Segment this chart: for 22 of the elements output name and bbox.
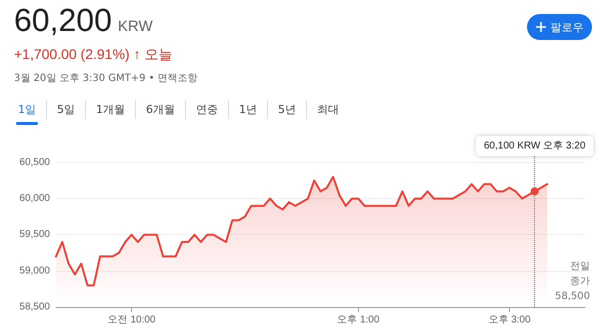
text: 1개월 [86, 100, 136, 119]
text: 5년 [268, 100, 307, 119]
text: 1일 [8, 100, 47, 119]
y-tick-label: 58,500 [19, 302, 50, 312]
chart-subtitle: +1,700.00 (2.91%) ↑ 오늘 [14, 46, 172, 64]
text: 3월 20일 오후 3:30 GMT+9 • 면책조항 [14, 72, 198, 85]
text: 6개월 [136, 100, 186, 119]
y-tick-label: 60,500 [19, 156, 50, 168]
y-tick-label: 60,000 [19, 193, 50, 204]
chart-title: 60,200 KRW [14, 2, 153, 39]
text: 팔로우 [550, 20, 584, 34]
text: 최대 [316, 102, 340, 118]
x-tick-label: 오전 10:00 [108, 314, 156, 326]
x-tick-label: 오후 3:00 [488, 314, 531, 326]
text: 연중 [186, 100, 229, 119]
ref-line-label: 60,100 KRW 오후 3:20 [484, 140, 586, 152]
y-tick-label: 59,000 [19, 265, 50, 276]
y-tick-label: 59,500 [19, 229, 50, 240]
x-tick-label: 오후 1:00 [337, 314, 380, 326]
text: 5일 [47, 100, 86, 119]
annotation: 전일 종가 58,500 [554, 260, 590, 304]
text: 1년 [229, 100, 268, 119]
